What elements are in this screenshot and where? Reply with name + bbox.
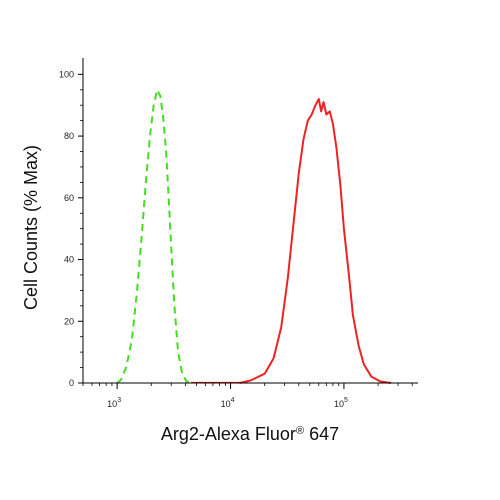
y-tick-label: 0 [69, 378, 74, 388]
y-tick-label: 40 [64, 255, 74, 265]
x-tick-base: 10 [107, 399, 117, 409]
x-tick-label: 105 [334, 397, 348, 409]
y-tick-label: 80 [64, 131, 74, 141]
y-tick-label: 100 [59, 69, 74, 79]
y-tick-label: 20 [64, 316, 74, 326]
axes-layer [82, 58, 418, 384]
x-tick-label: 104 [221, 397, 235, 409]
x-tick-base: 10 [334, 399, 344, 409]
x-tick-exponent: 5 [344, 397, 348, 404]
x-tick-exponent: 3 [117, 397, 121, 404]
x-tick-exponent: 4 [231, 397, 235, 404]
x-tick-base: 10 [221, 399, 231, 409]
x-tick-label: 103 [107, 397, 121, 409]
series-line-1 [239, 98, 392, 384]
x-axis-title: Arg2-Alexa Fluor® 647 [161, 424, 339, 444]
series-line-0 [116, 88, 192, 384]
y-tick-label: 60 [64, 193, 74, 203]
y-axis-title: Cell Counts (% Max) [21, 145, 41, 310]
series-layer [116, 88, 392, 384]
